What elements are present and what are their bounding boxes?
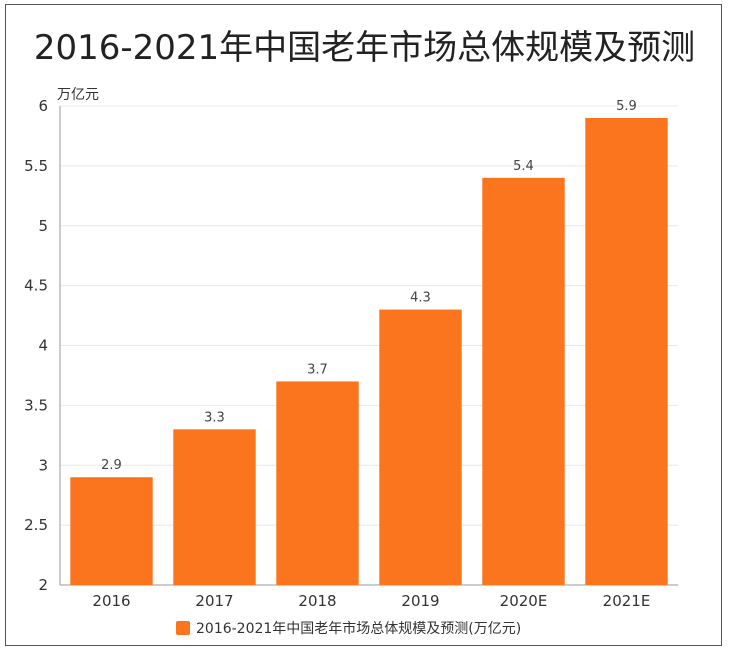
- chart-title: 2016-2021年中国老年市场总体规模及预测: [33, 28, 696, 68]
- y-tick-label: 3: [38, 456, 48, 474]
- y-tick-label: 3.5: [24, 396, 48, 414]
- y-tick-label: 5: [38, 217, 48, 235]
- data-label: 3.7: [307, 362, 328, 377]
- x-tick-label: 2016: [92, 592, 130, 610]
- data-label: 5.9: [616, 99, 637, 114]
- data-label: 5.4: [513, 159, 534, 174]
- bars: [70, 117, 668, 585]
- bar-2016[interactable]: [70, 477, 153, 585]
- x-tick-label: 2017: [195, 592, 233, 610]
- data-label: 4.3: [410, 291, 431, 306]
- y-tick-label: 4: [38, 337, 48, 355]
- y-tick-label: 6: [38, 97, 48, 115]
- legend-swatch: [176, 621, 190, 635]
- legend-label: 2016-2021年中国老年市场总体规模及预测(万亿元): [196, 620, 521, 637]
- bar-2017[interactable]: [173, 429, 256, 585]
- bar-2021E[interactable]: [585, 117, 668, 585]
- y-tick-label: 4.5: [24, 277, 48, 295]
- y-tick-label: 2: [38, 576, 48, 594]
- x-tick-label: 2021E: [603, 592, 651, 610]
- bar-2020E[interactable]: [482, 177, 565, 585]
- y-tick-label: 5.5: [24, 157, 48, 175]
- y-axis-unit-label: 万亿元: [57, 87, 99, 103]
- axes: [59, 106, 678, 586]
- x-tick-label: 2018: [298, 592, 336, 610]
- grid-lines: [60, 105, 678, 526]
- labels: 2 2.5 3 3.5 4 4.5 5 5.5 6 2.9 2016 3.3 2017 3.7 2018 4.…: [24, 97, 650, 610]
- x-tick-label: 2020E: [500, 592, 548, 610]
- legend[interactable]: 2016-2021年中国老年市场总体规模及预测(万亿元): [176, 620, 521, 637]
- bar-2018[interactable]: [276, 381, 359, 585]
- x-tick-label: 2019: [401, 592, 439, 610]
- y-tick-label: 2.5: [24, 516, 48, 534]
- data-label: 2.9: [101, 458, 122, 473]
- bar-2019[interactable]: [379, 309, 462, 585]
- data-label: 3.3: [204, 410, 225, 425]
